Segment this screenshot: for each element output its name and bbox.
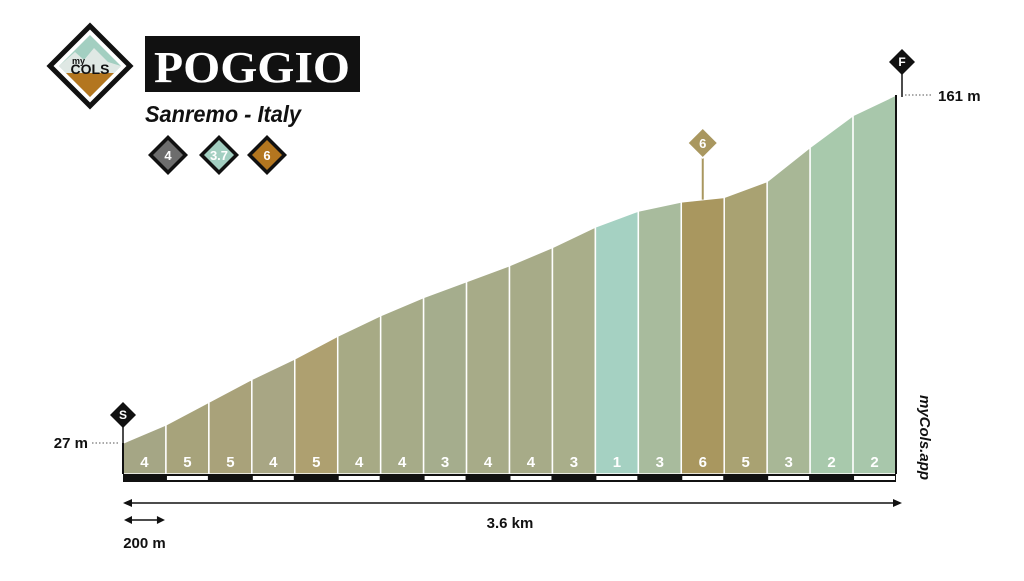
scale-bar-block	[252, 476, 294, 480]
gradient-label: 5	[742, 454, 750, 471]
scale-bar-background	[123, 474, 896, 482]
scale-bar-block	[682, 476, 724, 480]
profile-segments	[122, 93, 897, 475]
scale-arrow	[124, 516, 165, 524]
profile-segment	[422, 280, 468, 475]
location-subtitle: Sanremo - Italy	[145, 101, 302, 127]
gradient-label: 2	[870, 454, 878, 471]
profile-segment	[723, 180, 768, 475]
difficulty-badge-value: 4	[164, 148, 172, 163]
gradient-label: 3	[784, 454, 792, 471]
gradient-label: 2	[827, 454, 835, 471]
logo-top-text: my	[72, 56, 85, 66]
difficulty-badge-value: 3.7	[210, 148, 228, 163]
scale-bar-block	[424, 476, 466, 480]
gradient-label: 6	[699, 454, 707, 471]
scale-bar-block	[166, 476, 208, 480]
profile-segment	[594, 209, 640, 475]
profile-segment	[336, 314, 382, 475]
gradient-label: 3	[656, 454, 664, 471]
start-marker: S	[110, 402, 136, 428]
scale-bar-block	[854, 476, 895, 480]
gradient-label: 5	[226, 454, 234, 471]
arrow-head-left	[124, 516, 132, 524]
gradient-label: 4	[140, 454, 149, 471]
gradient-label: 4	[398, 454, 407, 471]
profile-segment	[637, 200, 683, 475]
profile-segment	[465, 264, 511, 475]
scale-distance-label: 200 m	[123, 535, 166, 552]
finish-marker: F	[889, 49, 915, 75]
finish-elevation-label: 161 m	[938, 88, 981, 105]
gradient-label: 4	[269, 454, 278, 471]
arrow-head-left	[123, 499, 132, 507]
page-title: POGGIO	[154, 43, 350, 92]
profile-annotations: S F 6 27 m 161 m myCols.app 3.6 km 200 m	[54, 49, 981, 552]
profile-segment	[379, 296, 425, 475]
max-gradient-marker: 6	[686, 126, 719, 160]
watermark-text: myCols.app	[916, 395, 933, 480]
gradient-label: 4	[527, 454, 536, 471]
difficulty-badge-value: 6	[263, 148, 270, 163]
distance-scale-bar	[123, 474, 896, 482]
gradient-label: 3	[570, 454, 578, 471]
gradient-label: 4	[355, 454, 364, 471]
scale-bar-block	[768, 476, 810, 480]
gradient-label: 3	[441, 454, 449, 471]
arrow-head-right	[156, 516, 165, 524]
gradient-label: 5	[183, 454, 191, 471]
gradient-label: 4	[484, 454, 493, 471]
start-marker-label: S	[119, 408, 127, 422]
difficulty-badge: 4	[148, 135, 188, 175]
title-background	[145, 36, 360, 92]
scale-bar-block	[338, 476, 380, 480]
scale-bar-block	[510, 476, 552, 480]
profile-segment	[766, 145, 811, 475]
start-elevation-label: 27 m	[54, 435, 88, 452]
finish-marker-label: F	[898, 55, 905, 69]
gradient-label: 1	[613, 454, 621, 471]
difficulty-badge: 6	[247, 135, 287, 175]
gradient-labels: 4 5 5 4 5 4 4 3 4 4 3 1 3 6 5 3 2 2	[140, 454, 878, 471]
profile-segment	[551, 225, 597, 475]
profile-segment	[809, 113, 854, 475]
max-gradient-marker-label: 6	[699, 136, 706, 151]
profile-segment	[852, 93, 897, 475]
total-distance-arrow	[123, 499, 902, 507]
difficulty-badges: 4 3.7 6	[148, 135, 287, 175]
arrow-head-right	[893, 499, 902, 507]
scale-bar-block	[596, 476, 638, 480]
difficulty-badge: 3.7	[199, 135, 239, 175]
profile-segment	[680, 196, 725, 475]
total-distance-label: 3.6 km	[487, 515, 534, 532]
gradient-label: 5	[312, 454, 320, 471]
logo-text: COLS	[71, 61, 110, 77]
mycols-logo: my COLS	[46, 22, 134, 110]
profile-segment	[508, 246, 554, 475]
